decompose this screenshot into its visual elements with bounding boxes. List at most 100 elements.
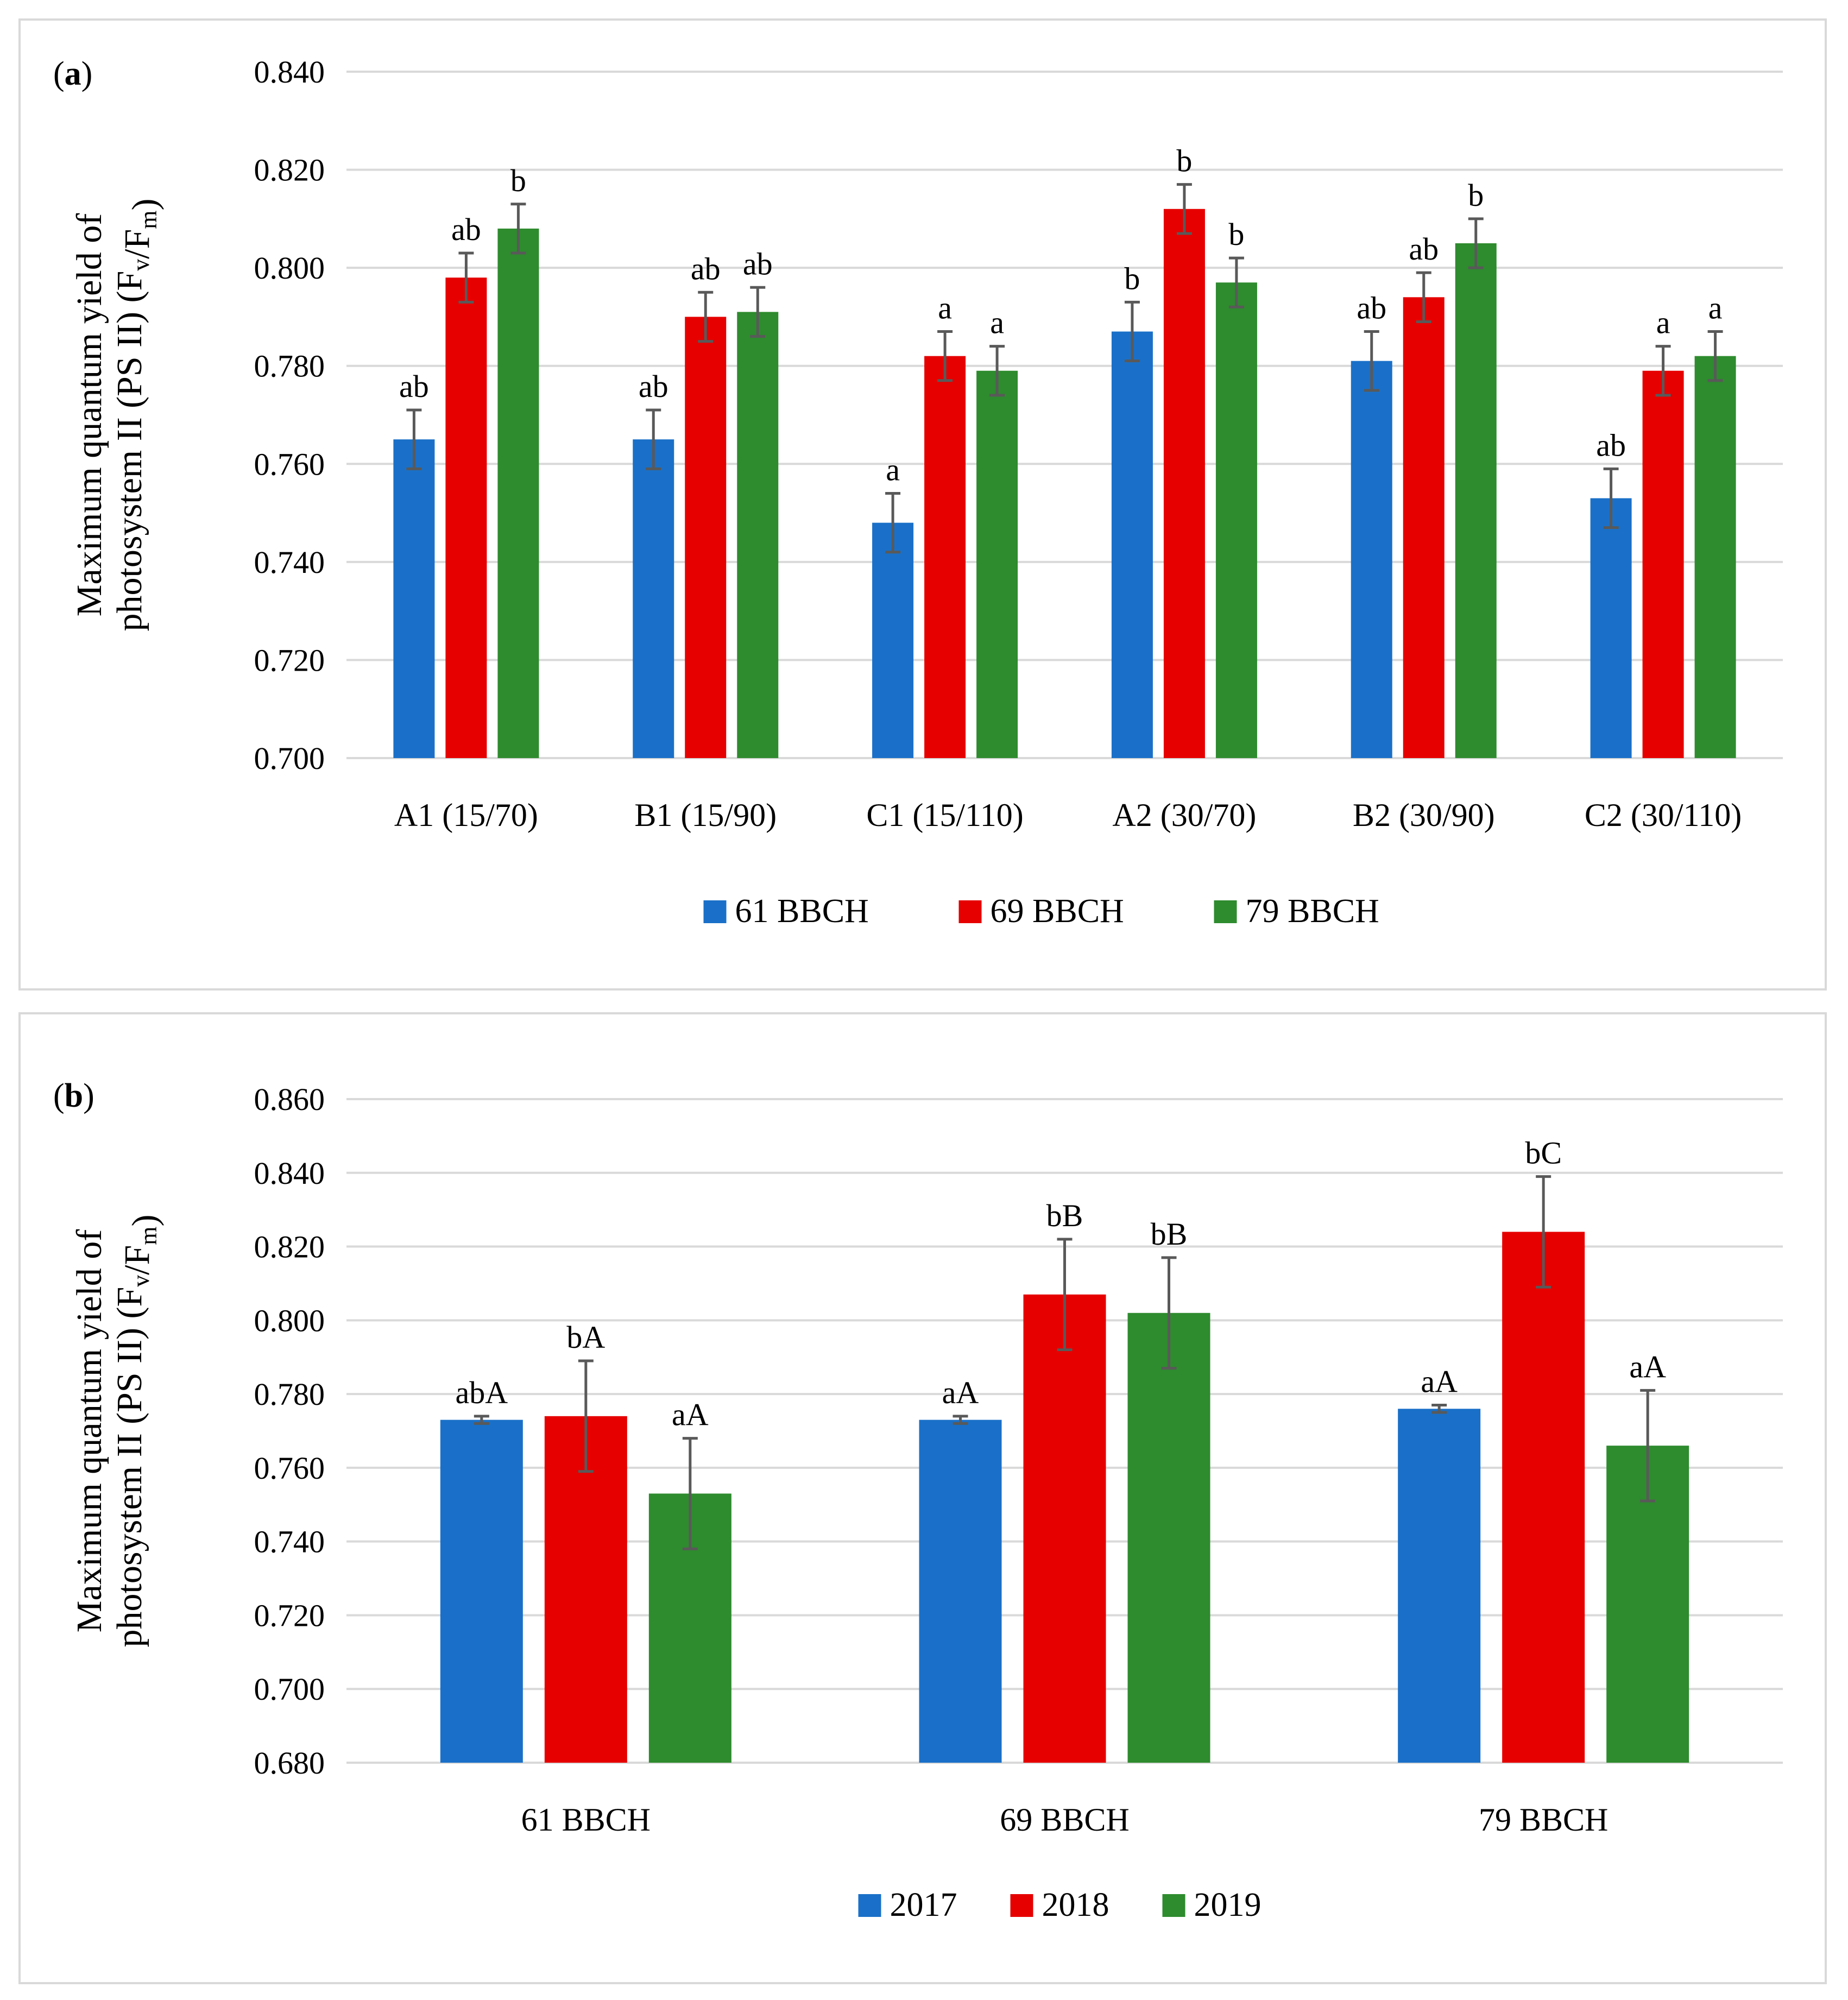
data-label: a: [886, 452, 900, 487]
bar: [440, 1419, 523, 1763]
x-tick-label: B2 (30/90): [1353, 797, 1495, 833]
y-tick-label: 0.840: [254, 54, 325, 90]
x-tick-label: C1 (15/110): [866, 797, 1023, 833]
legend-label: 79 BBCH: [1246, 893, 1379, 930]
bar: [1023, 1294, 1106, 1763]
legend-swatch: [858, 1894, 881, 1917]
x-tick-label: A1 (15/70): [394, 797, 538, 833]
data-label: aA: [1629, 1349, 1666, 1384]
data-label: bB: [1151, 1216, 1188, 1252]
data-label: ab: [743, 246, 773, 281]
bar: [1163, 209, 1205, 758]
y-tick-label: 0.780: [254, 349, 325, 384]
x-tick-label: C2 (30/110): [1585, 797, 1742, 833]
y-tick-label: 0.860: [254, 1082, 325, 1117]
bar: [393, 439, 435, 758]
data-label: ab: [399, 369, 429, 404]
data-label: ab: [451, 212, 481, 247]
x-tick-label: B1 (15/90): [634, 797, 777, 833]
y-tick-label: 0.700: [254, 741, 325, 776]
legend: 2017 2018 2019: [858, 1887, 1262, 1923]
bar: [919, 1419, 1002, 1763]
bar: [685, 317, 727, 758]
data-label: b: [1468, 178, 1484, 213]
y-tick-label: 0.800: [254, 250, 325, 286]
x-tick-label: 79 BBCH: [1479, 1802, 1608, 1838]
data-label: abA: [456, 1375, 508, 1410]
y-tick-label: 0.820: [254, 1229, 325, 1265]
bar: [1403, 297, 1445, 758]
bar: [1502, 1232, 1585, 1763]
data-label: a: [1708, 291, 1723, 326]
data-label: a: [990, 305, 1004, 340]
data-label: bC: [1525, 1135, 1562, 1171]
y-tick-label: 0.680: [254, 1745, 325, 1781]
y-tick-label: 0.740: [254, 1524, 325, 1560]
data-label: ab: [1409, 231, 1439, 267]
data-label: b: [1228, 217, 1244, 252]
data-label: ab: [1357, 291, 1386, 326]
y-tick-label: 0.760: [254, 446, 325, 482]
data-label: ab: [1596, 427, 1626, 463]
y-axis-label: Maximum quantum yield of photosystem II (…: [70, 199, 165, 632]
panel-label: (a): [53, 55, 92, 92]
chart-a-svg: (a) 0.700 0.720 0.740 0.760 0.780 0.800 0.820 0.…: [53, 54, 1783, 930]
data-label: bA: [566, 1320, 605, 1355]
legend-swatch: [1214, 900, 1237, 923]
legend: 61 BBCH 69 BBCH 79 BBCH: [703, 893, 1379, 930]
bar: [1398, 1409, 1481, 1763]
legend-swatch: [1010, 1894, 1033, 1917]
y-tick-label: 0.720: [254, 642, 325, 678]
bar: [445, 277, 487, 758]
bar: [1642, 370, 1684, 758]
x-tick-label: 69 BBCH: [1000, 1802, 1129, 1838]
chart-panel-b: (b) 0.680 0.700 0.720 0.740 0.760 0.780 0.800 0.…: [18, 1012, 1827, 1984]
legend-swatch: [958, 900, 982, 923]
data-label: aA: [1421, 1364, 1458, 1399]
legend-label: 2018: [1042, 1887, 1109, 1923]
x-tick-label: 61 BBCH: [521, 1802, 651, 1838]
y-axis-label: Maximum quantum yield of photosystem II (…: [70, 1215, 165, 1648]
y-axis-label-line2: photosystem II (PS II) (Fv/Fm): [110, 1215, 165, 1648]
bar: [1351, 361, 1392, 758]
bar: [1590, 498, 1632, 758]
y-tick-label: 0.800: [254, 1303, 325, 1338]
legend-swatch: [1162, 1894, 1185, 1917]
data-label: a: [938, 291, 952, 326]
bar: [497, 228, 539, 758]
bar: [1111, 331, 1153, 758]
y-tick-label: 0.840: [254, 1156, 325, 1191]
data-label: aA: [672, 1397, 709, 1433]
legend-label: 2017: [890, 1887, 957, 1923]
chart-panel-a: (a) 0.700 0.720 0.740 0.760 0.780 0.800 0.820 0.…: [18, 18, 1827, 990]
bar: [1455, 243, 1497, 758]
bar: [872, 522, 914, 758]
bar: [1694, 356, 1736, 758]
legend-label: 61 BBCH: [735, 893, 869, 930]
y-tick-label: 0.740: [254, 545, 325, 580]
legend-label: 2019: [1194, 1887, 1262, 1923]
chart-b-svg: (b) 0.680 0.700 0.720 0.740 0.760 0.780 0.800 0.…: [53, 1077, 1783, 1923]
bar: [1215, 282, 1257, 758]
y-tick-label: 0.720: [254, 1598, 325, 1633]
y-tick-label: 0.820: [254, 153, 325, 188]
y-axis-label-line2: photosystem II (PS II) (Fv/Fm): [110, 199, 165, 632]
y-tick-label: 0.760: [254, 1450, 325, 1486]
bar: [924, 356, 966, 758]
bar: [633, 439, 674, 758]
bar: [976, 370, 1018, 758]
y-tick-label: 0.780: [254, 1377, 325, 1412]
data-label: b: [1176, 143, 1192, 179]
bar: [544, 1416, 627, 1763]
panel-label: (b): [53, 1077, 94, 1114]
bar: [1127, 1313, 1210, 1763]
data-label: b: [1124, 261, 1140, 296]
x-tick-label: A2 (30/70): [1112, 797, 1256, 833]
data-label: a: [1656, 305, 1670, 340]
data-label: bB: [1046, 1198, 1083, 1233]
y-axis-label-line1: Maximum quantum yield of: [70, 213, 109, 616]
data-label: ab: [691, 251, 721, 286]
data-label: b: [510, 163, 526, 198]
y-axis-label-line1: Maximum quantum yield of: [70, 1229, 109, 1632]
data-label: aA: [942, 1375, 979, 1410]
